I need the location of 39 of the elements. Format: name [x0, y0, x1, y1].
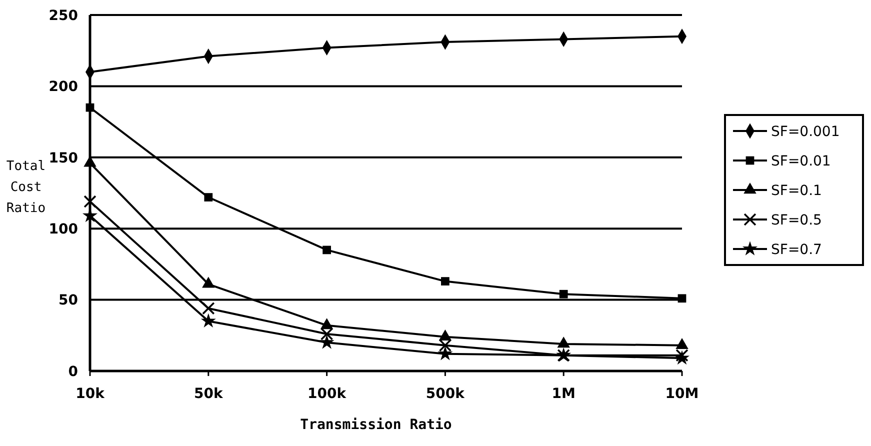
- x-tick-label: 1M: [552, 386, 576, 402]
- point: [678, 294, 686, 303]
- x-tick-label: 500k: [426, 386, 466, 402]
- point: [322, 246, 331, 254]
- y-axis-title: Total Cost Ratio: [6, 159, 46, 216]
- point: [204, 193, 213, 202]
- point: [320, 318, 334, 330]
- point: [676, 348, 688, 362]
- x-axis-title: Transmission Ratio: [300, 417, 452, 433]
- point: [441, 277, 450, 286]
- y-tick-label: 150: [48, 150, 78, 166]
- legend-label: SF=0.01: [771, 153, 831, 170]
- point: [319, 334, 334, 349]
- x-tick-label: 10M: [665, 386, 699, 402]
- point: [438, 329, 452, 340]
- point: [202, 302, 215, 315]
- x-tick-label: 50k: [194, 386, 224, 402]
- point: [559, 290, 568, 298]
- legend-label: SF=0.001: [771, 124, 840, 140]
- x-tick-label: 100k: [308, 386, 347, 402]
- y-tick-label: 100: [48, 222, 78, 238]
- point: [557, 336, 570, 348]
- y-tick-label: 250: [48, 8, 78, 24]
- y-tick-label: 200: [48, 79, 78, 96]
- point: [438, 346, 453, 360]
- point: [86, 103, 94, 112]
- point: [320, 328, 334, 340]
- y-tick-label: 50: [58, 292, 78, 309]
- point: [200, 313, 216, 328]
- legend-label: SF=0.7: [771, 242, 822, 258]
- point: [674, 350, 690, 365]
- point: [84, 195, 96, 208]
- point: [676, 338, 688, 350]
- legend-label: SF=0.1: [771, 182, 822, 199]
- point: [438, 338, 452, 352]
- x-tick-label: 10k: [76, 386, 106, 402]
- legend-label: SF=0.5: [771, 212, 822, 228]
- y-tick-label: 0: [68, 364, 78, 380]
- point: [202, 276, 215, 288]
